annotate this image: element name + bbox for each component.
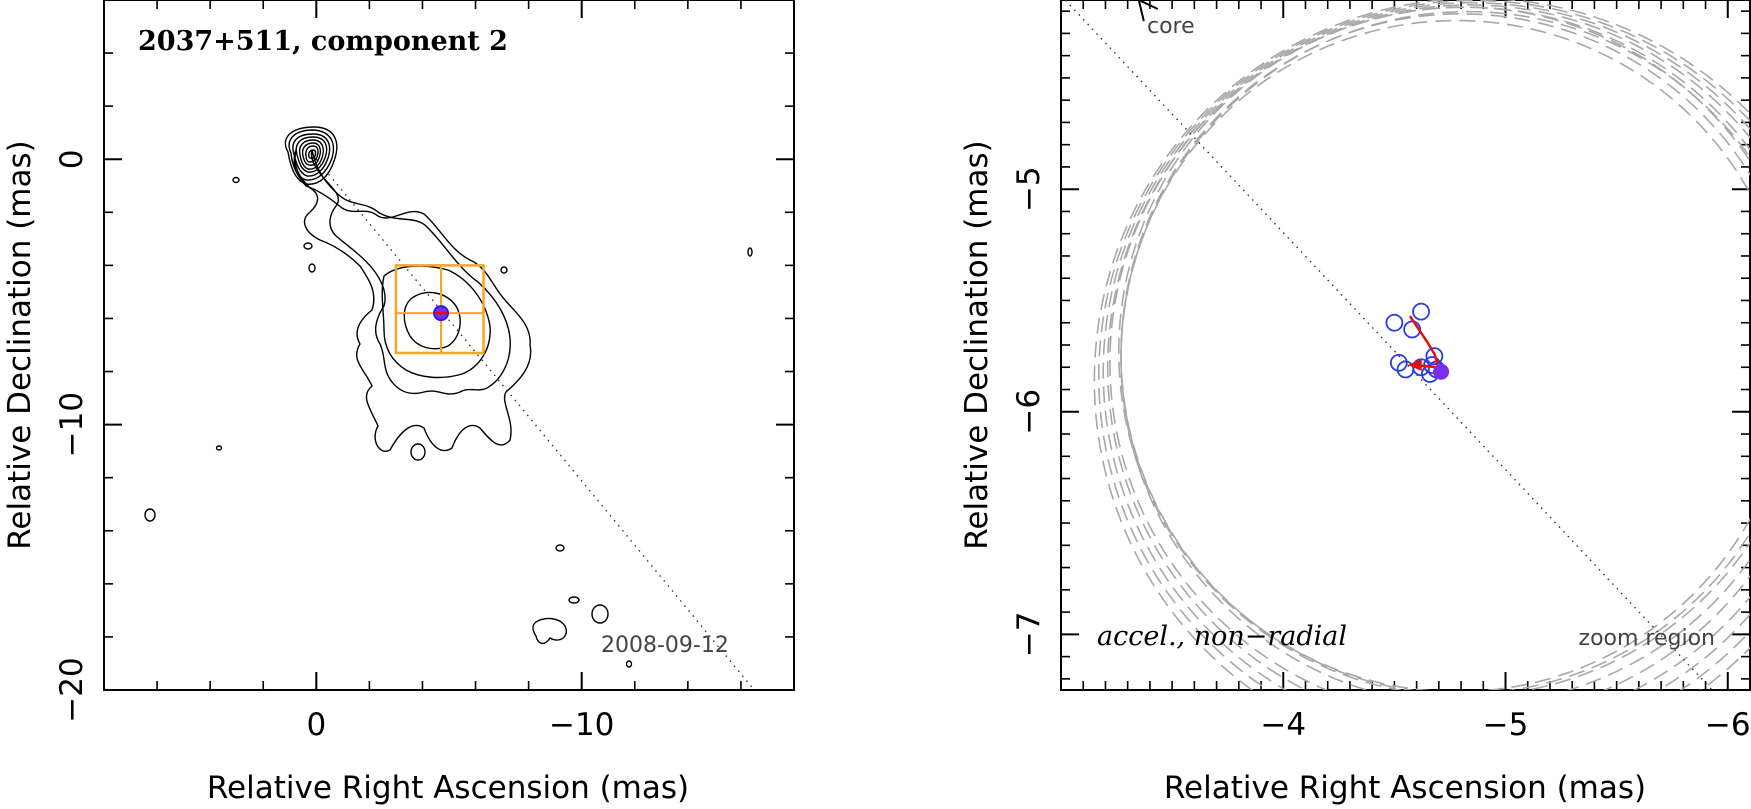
- right-x-axis-title: Relative Right Ascension (mas): [1164, 770, 1646, 806]
- right-plot-frame: [1060, 0, 1751, 691]
- uncertainty-circle: [1118, 6, 1750, 690]
- jet-contour-outer: [293, 149, 532, 452]
- model-label: accel., non−radial: [1097, 621, 1347, 652]
- core-contour-4: [295, 136, 328, 173]
- jet-contour-core-2: [403, 291, 461, 350]
- uncertainty-circles: [1093, 0, 1750, 690]
- right-direction-line: [1064, 0, 1713, 690]
- left-trajectory-line: [315, 158, 755, 691]
- left-x-axis-title: Relative Right Ascension (mas): [207, 770, 689, 806]
- core-contour-5: [298, 139, 324, 170]
- uncertainty-circle: [1098, 0, 1750, 690]
- right-y-axis-title: Relative Declination (mas): [959, 140, 995, 550]
- core-contour-8: [308, 149, 317, 160]
- core-contour-1: [284, 126, 338, 185]
- left-plot-frame: [103, 0, 795, 691]
- uncertainty-circle: [1106, 4, 1750, 690]
- right-x-tick-label: −5: [1483, 707, 1529, 743]
- left-axis-ticks: 0 −10 0 −10 −20: [54, 0, 795, 743]
- isolated-contour: [500, 266, 508, 274]
- uncertainty-circle: [1109, 6, 1750, 690]
- isolated-contour: [625, 660, 633, 668]
- right-y-tick-label: −6: [1011, 389, 1047, 435]
- uncertainty-circle: [1102, 2, 1750, 690]
- left-y-tick-label: −20: [54, 657, 90, 722]
- fit-path: [1408, 315, 1438, 366]
- core-contour-3: [292, 133, 331, 177]
- left-y-axis-title: Relative Declination (mas): [2, 140, 38, 550]
- isolated-contour: [308, 263, 316, 273]
- core-contour-7: [305, 145, 319, 163]
- velocity-arrow: [1407, 359, 1437, 372]
- jet-contour-mid: [310, 149, 511, 395]
- left-panel: 0 −10 0 −10 −20: [2, 0, 795, 806]
- isolated-contour: [144, 508, 156, 522]
- zoom-box-outline: [394, 264, 485, 355]
- uncertainty-circle: [1120, 10, 1750, 690]
- right-y-tick-label: −7: [1011, 612, 1047, 658]
- isolated-contour: [532, 617, 567, 645]
- epoch-marker: [1385, 313, 1404, 332]
- isolated-contour: [747, 247, 753, 257]
- epoch-marker: [1425, 347, 1444, 366]
- isolated-contour: [232, 176, 240, 184]
- left-date-label: 2008-09-12: [601, 633, 729, 658]
- isolated-contour: [303, 242, 313, 250]
- jet-contour-inner: [381, 265, 491, 379]
- left-y-tick-label: −10: [54, 392, 90, 457]
- right-panel: −4 −5 −6 −5 −6 −7 core accel., non−radial zoo…: [959, 0, 1751, 806]
- epoch-marker: [1412, 302, 1430, 321]
- reference-position-marker: [1433, 363, 1450, 380]
- left-x-tick-label: −10: [549, 707, 614, 743]
- right-axis-ticks: −4 −5 −6 −5 −6 −7: [1011, 0, 1751, 743]
- core-arrow: [1137, 0, 1159, 22]
- core-contour-6: [301, 142, 322, 166]
- left-x-tick-label: 0: [306, 707, 326, 743]
- isolated-contour: [215, 445, 223, 451]
- zoom-region-label: zoom region: [1579, 626, 1715, 651]
- isolated-contour: [410, 443, 426, 461]
- right-x-tick-label: −4: [1260, 707, 1306, 743]
- isolated-contour: [591, 604, 609, 624]
- uncertainty-circle: [1093, 0, 1750, 690]
- left-title: 2037+511, component 2: [138, 26, 508, 57]
- epoch-marker: [1389, 353, 1408, 372]
- right-y-tick-label: −5: [1011, 166, 1047, 212]
- right-x-tick-label: −6: [1705, 707, 1751, 743]
- isolated-contour: [568, 596, 580, 604]
- isolated-contour: [555, 544, 565, 552]
- left-contour-map: [144, 126, 753, 668]
- velocity-arrow-head: [1407, 359, 1422, 372]
- core-contour-2: [288, 129, 335, 181]
- left-y-tick-label: 0: [54, 149, 90, 169]
- core-label: core: [1147, 14, 1195, 39]
